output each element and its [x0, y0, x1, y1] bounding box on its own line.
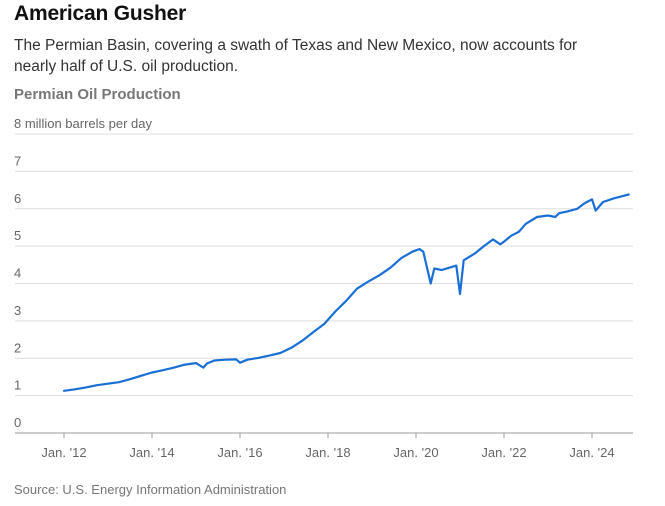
page-title: American Gusher [14, 2, 187, 25]
y-tick-label: 6 [14, 191, 21, 206]
x-axis-ticks: Jan. '12 Jan. '14 Jan. '16 Jan. '18 Jan. '20… [41, 433, 615, 460]
y-tick-label: 4 [14, 266, 21, 281]
page-subtitle: The Permian Basin, covering a swath of T… [14, 37, 578, 75]
y-tick-label: 8 million barrels per day [14, 116, 153, 131]
grid-lines [15, 133, 633, 434]
series-line [62, 193, 630, 392]
x-tick-label: Jan. '20 [393, 445, 438, 460]
y-tick-label: 2 [14, 340, 21, 355]
x-tick-label: Jan. '18 [305, 445, 350, 460]
x-tick-label: Jan. '16 [217, 445, 262, 460]
y-tick-label: 0 [14, 415, 21, 430]
y-tick-label: 3 [14, 303, 21, 318]
chart-title: Permian Oil Production [14, 86, 181, 103]
x-tick-label: Jan. '12 [41, 445, 86, 460]
y-tick-label: 1 [14, 378, 21, 393]
y-tick-label: 5 [14, 228, 21, 243]
x-tick-label: Jan. '14 [129, 445, 174, 460]
y-axis-ticks: 8 million barrels per day 7 6 5 4 3 2 1 0 [14, 116, 153, 430]
y-tick-label: 7 [14, 153, 21, 168]
source-note: Source: U.S. Energy Information Administ… [14, 482, 287, 497]
x-tick-label: Jan. '22 [481, 445, 526, 460]
x-tick-label: Jan. '24 [569, 445, 614, 460]
